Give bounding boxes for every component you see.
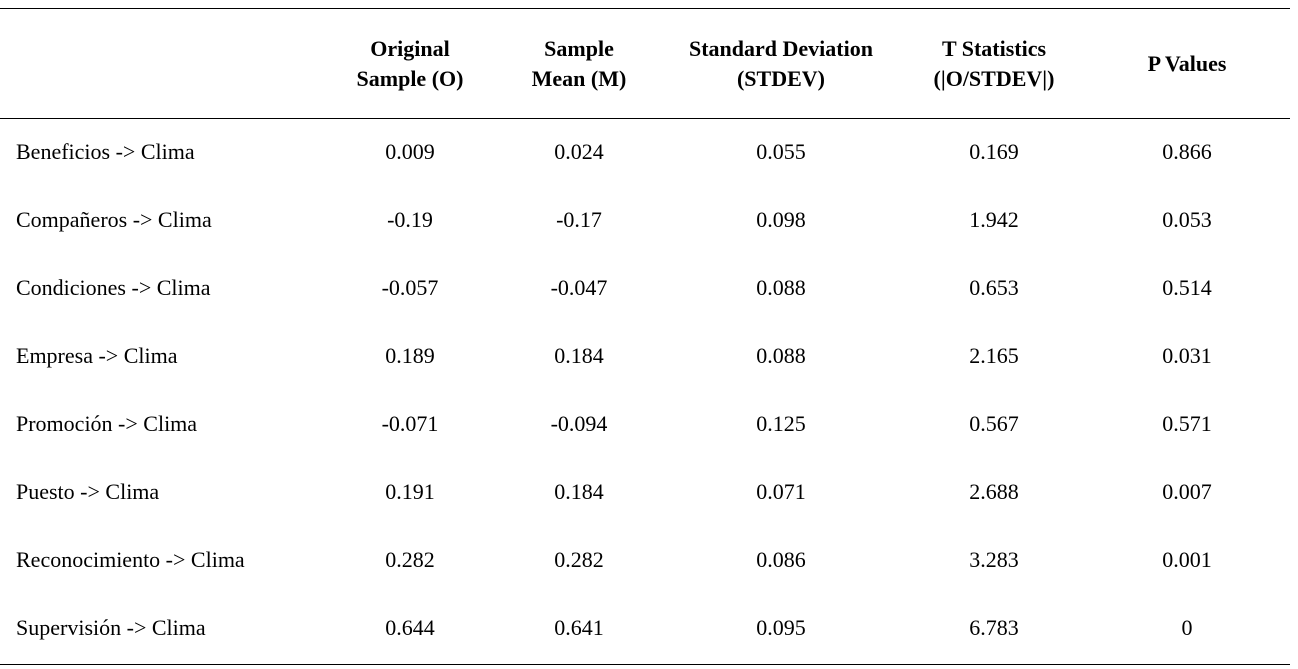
table-cell: 0.098 xyxy=(756,207,806,232)
table-row: Supervisión -> Clima 0.644 0.641 0.095 6.783… xyxy=(0,594,1290,662)
table-cell: 0.644 xyxy=(385,615,435,640)
table-cell: 0.086 xyxy=(756,547,806,572)
table-cell: 0.282 xyxy=(385,547,435,572)
table-cell: 0.055 xyxy=(756,139,806,164)
column-header-line: (|O/STDEV|) xyxy=(933,65,1055,91)
table-row: Beneficios -> Clima 0.009 0.024 0.055 0.169 0… xyxy=(0,118,1290,186)
top-rule xyxy=(0,8,1290,9)
table-cell: -0.17 xyxy=(556,207,602,232)
table-row: Condiciones -> Clima -0.057 -0.047 0.088 0.6… xyxy=(0,254,1290,322)
table-cell: 6.783 xyxy=(969,615,1019,640)
table-cell: 0.571 xyxy=(1162,411,1212,436)
row-label: Beneficios -> Clima xyxy=(16,139,195,164)
column-header: Sample Mean (M) xyxy=(500,9,658,118)
table-cell: -0.071 xyxy=(381,411,439,436)
table-cell: 0.567 xyxy=(969,411,1019,436)
column-header-line: Standard Deviation xyxy=(689,35,873,61)
column-header-line: Original xyxy=(370,35,450,61)
table-cell: 0 xyxy=(1181,615,1193,640)
row-label: Condiciones -> Clima xyxy=(16,275,211,300)
column-header-line: T Statistics xyxy=(941,35,1047,61)
column-header-line: Sample (O) xyxy=(356,65,464,91)
table-cell: 0.653 xyxy=(969,275,1019,300)
table-row: Compañeros -> Clima -0.19 -0.17 0.098 1.942 0… xyxy=(0,186,1290,254)
row-label: Puesto -> Clima xyxy=(16,479,160,504)
table-cell: 0.071 xyxy=(756,479,806,504)
column-header-line: Sample xyxy=(544,35,614,61)
table-cell: 0.031 xyxy=(1162,343,1212,368)
table-row: Promoción -> Clima -0.071 -0.094 0.125 0.567… xyxy=(0,390,1290,458)
column-header: Original Sample (O) xyxy=(320,9,500,118)
table-cell: 0.088 xyxy=(756,343,806,368)
bottom-rule xyxy=(0,664,1290,665)
column-header-line: Mean (M) xyxy=(531,65,627,91)
table-row: Empresa -> Clima 0.189 0.184 0.088 2.165 0.03… xyxy=(0,322,1290,390)
table-cell: 0.866 xyxy=(1162,139,1212,164)
column-header: P Values xyxy=(1084,9,1290,118)
row-label: Supervisión -> Clima xyxy=(16,615,206,640)
table-cell: 0.189 xyxy=(385,343,435,368)
header-rule xyxy=(0,118,1290,119)
table-row: Puesto -> Clima 0.191 0.184 0.071 2.688 0.007 xyxy=(0,458,1290,526)
table-cell: 3.283 xyxy=(969,547,1019,572)
table-cell: 0.053 xyxy=(1162,207,1212,232)
row-label: Empresa -> Clima xyxy=(16,343,178,368)
header-row: Original Sample (O) Sample Mean (M) Standard… xyxy=(0,9,1290,118)
table-cell: 2.165 xyxy=(969,343,1019,368)
column-header: T Statistics (|O/STDEV|) xyxy=(904,9,1084,118)
table-cell: 0.007 xyxy=(1162,479,1212,504)
table-cell: 0.009 xyxy=(385,139,435,164)
column-header-line: P Values xyxy=(1147,50,1227,76)
column-header: Standard Deviation (STDEV) xyxy=(658,9,904,118)
table-row: Reconocimiento -> Clima 0.282 0.282 0.086 3.… xyxy=(0,526,1290,594)
column-header xyxy=(0,9,320,118)
table-cell: 2.688 xyxy=(969,479,1019,504)
table-cell: -0.094 xyxy=(550,411,608,436)
table-cell: 0.184 xyxy=(554,479,604,504)
table-cell: 0.088 xyxy=(756,275,806,300)
table-cell: 0.169 xyxy=(969,139,1019,164)
table-cell: 1.942 xyxy=(969,207,1019,232)
table-cell: 0.125 xyxy=(756,411,806,436)
table-cell: -0.19 xyxy=(387,207,433,232)
table-cell: 0.184 xyxy=(554,343,604,368)
row-label: Reconocimiento -> Clima xyxy=(16,547,245,572)
table-cell: 0.191 xyxy=(385,479,435,504)
table-cell: -0.057 xyxy=(381,275,439,300)
table-cell: -0.047 xyxy=(550,275,608,300)
table-cell: 0.024 xyxy=(554,139,604,164)
table-cell: 0.641 xyxy=(554,615,604,640)
table-cell: 0.001 xyxy=(1162,547,1212,572)
table-cell: 0.095 xyxy=(756,615,806,640)
table-cell: 0.514 xyxy=(1162,275,1212,300)
table-cell: 0.282 xyxy=(554,547,604,572)
column-header-line: (STDEV) xyxy=(736,65,825,91)
results-table: Original Sample (O) Sample Mean (M) Standard… xyxy=(0,9,1290,662)
row-label: Compañeros -> Clima xyxy=(16,207,212,232)
row-label: Promoción -> Clima xyxy=(16,411,198,436)
